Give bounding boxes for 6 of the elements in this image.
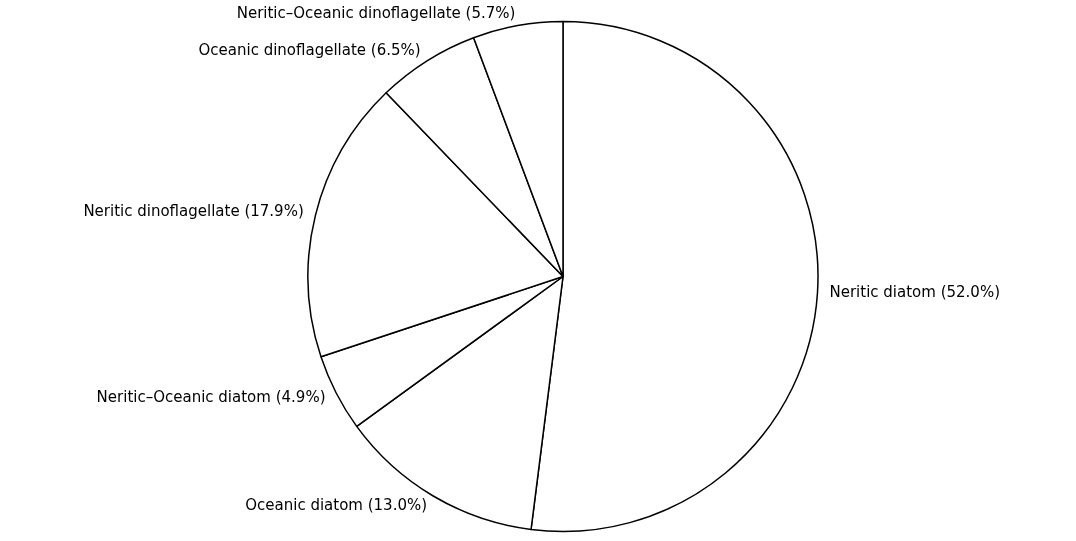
slice-label: Oceanic dinoflagellate (6.5%) [198,40,421,59]
slice-label: Neritic–Oceanic dinoflagellate (5.7%) [236,3,516,22]
slice-label: Neritic–Oceanic diatom (4.9%) [96,388,326,407]
slice-label: Neritic dinoflagellate (17.9%) [83,202,304,221]
slice-label: Neritic diatom (52.0%) [829,283,1000,302]
slice-label: Oceanic diatom (13.0%) [245,496,428,515]
